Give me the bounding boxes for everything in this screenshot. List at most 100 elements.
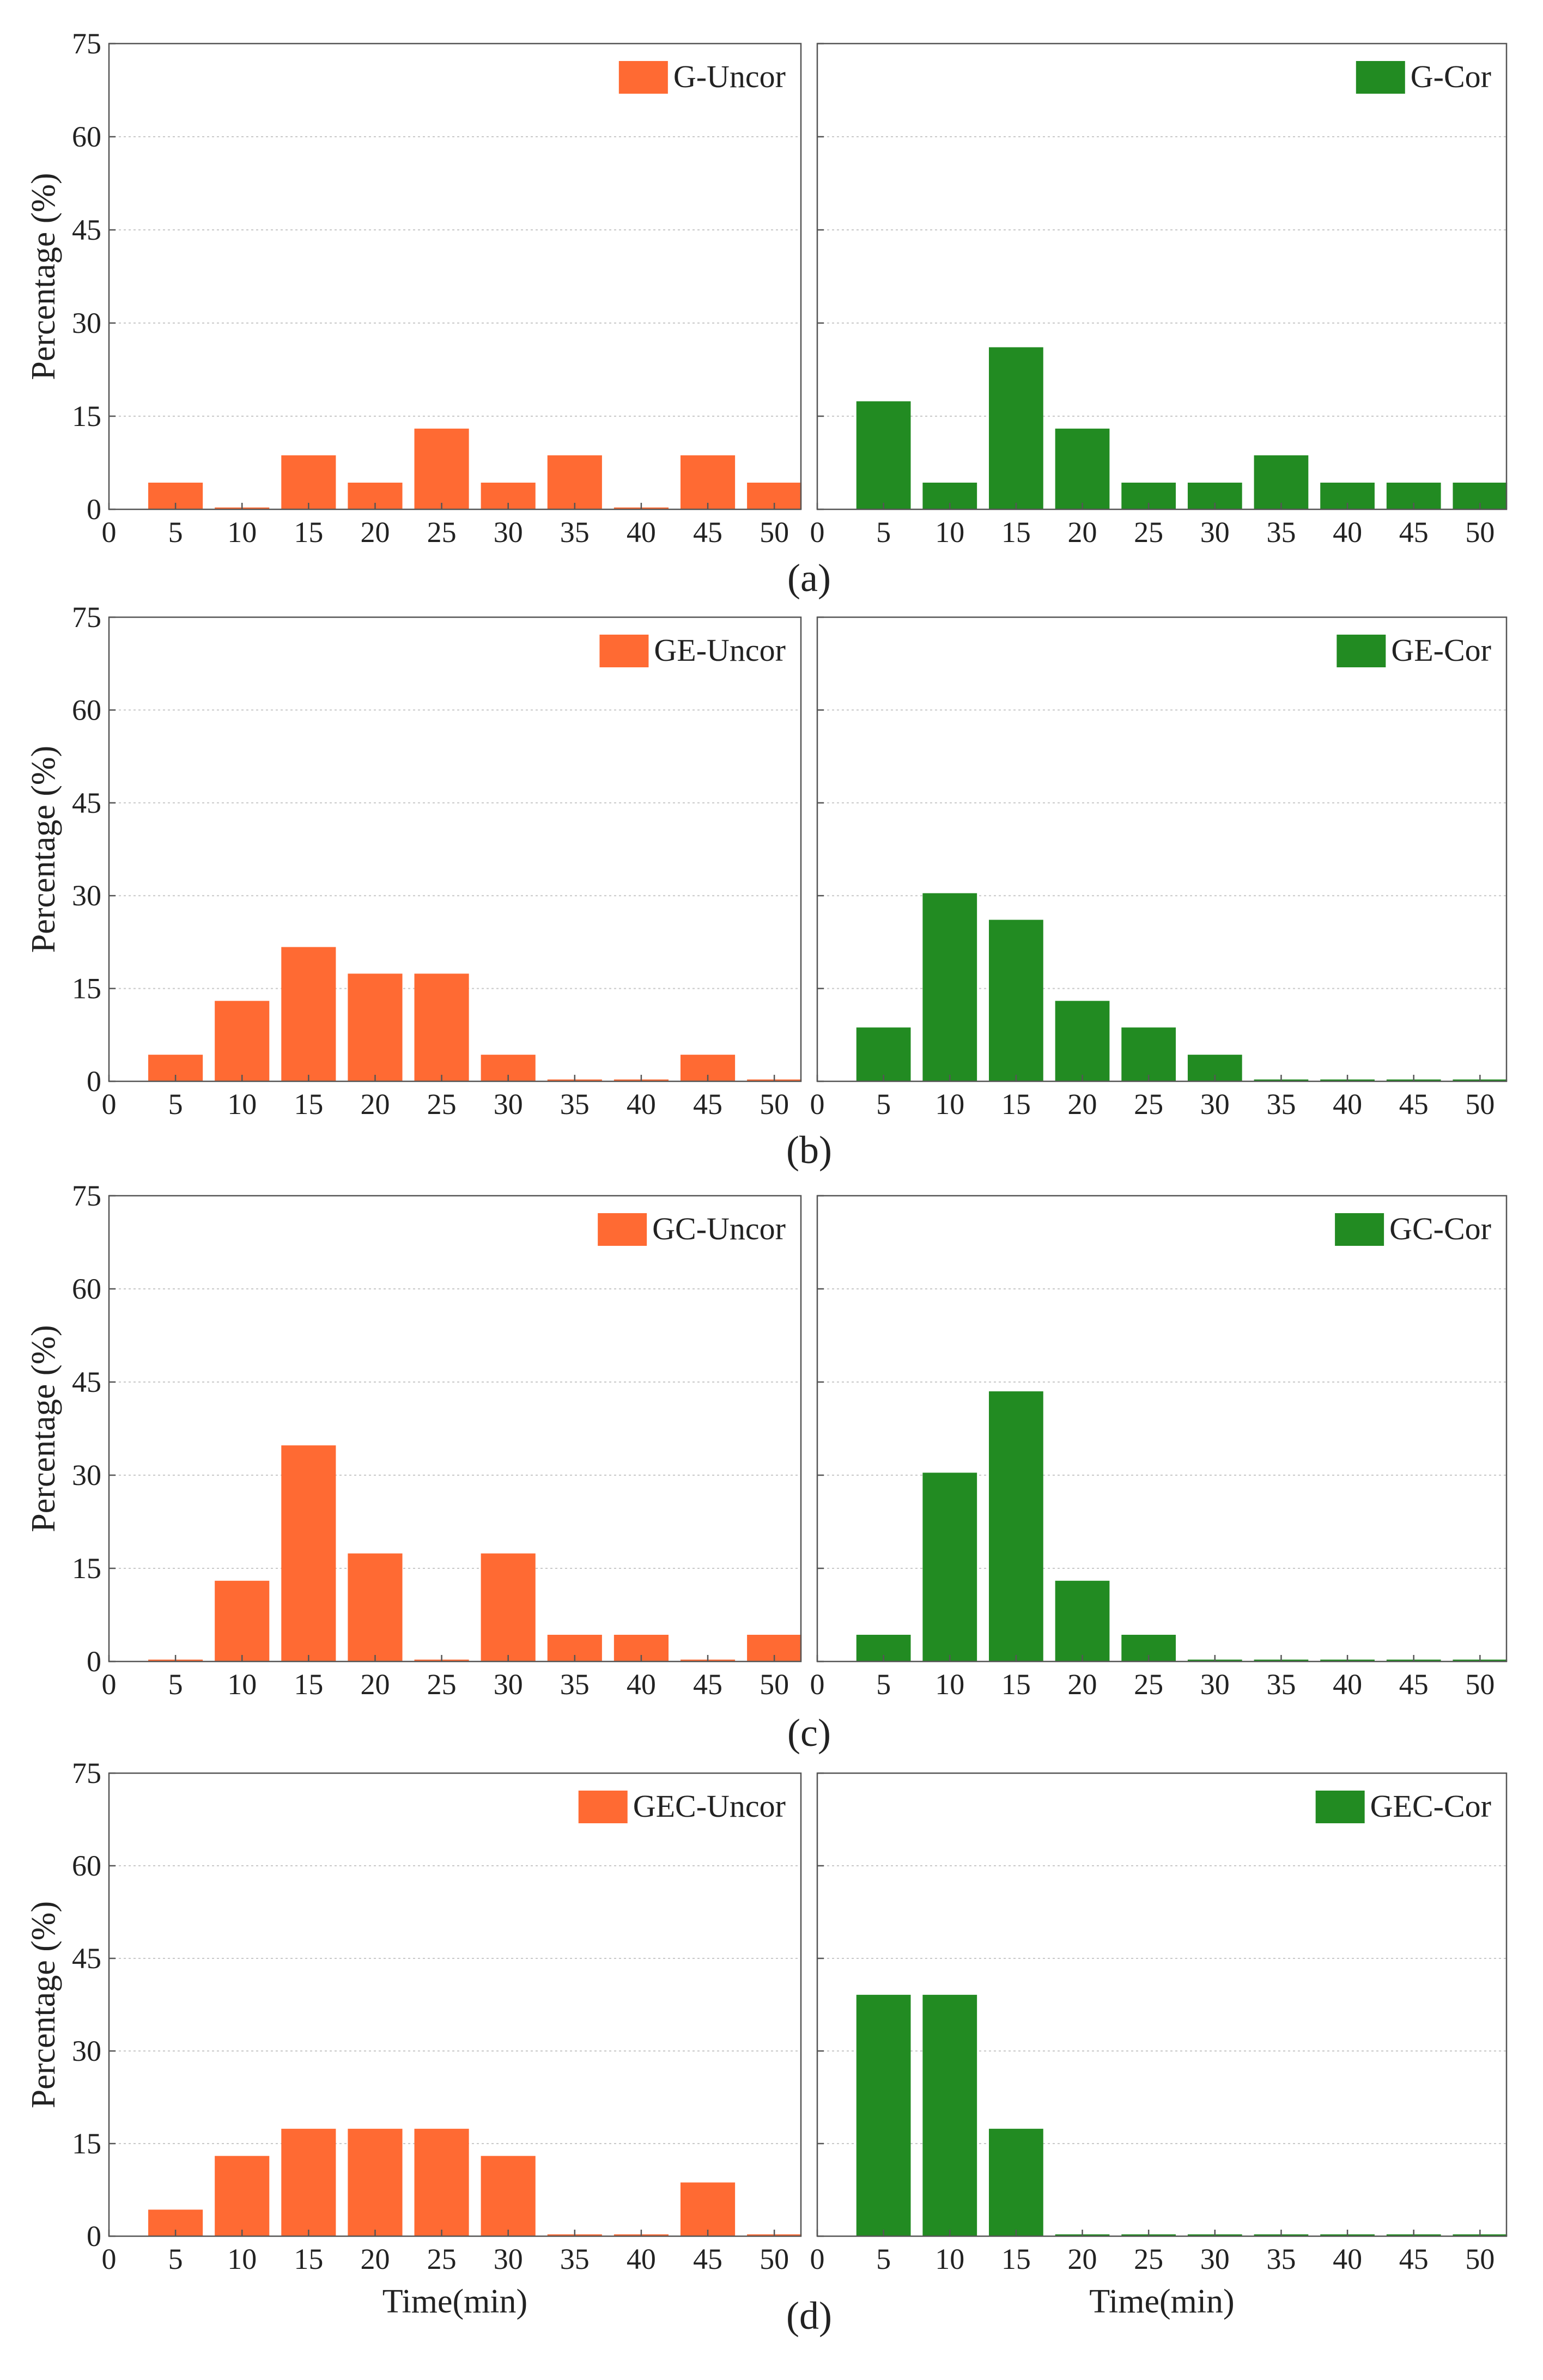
- ytick-label: 45: [72, 214, 101, 246]
- legend-swatch: [598, 1213, 647, 1246]
- bar-25min: [1121, 1027, 1176, 1081]
- ytick-label: 45: [72, 1366, 101, 1398]
- ytick-label: 75: [72, 1179, 101, 1212]
- xtick-label: 20: [1068, 1668, 1097, 1701]
- legend: GE-Cor: [1337, 632, 1491, 668]
- xtick-label: 35: [1266, 1668, 1296, 1701]
- ytick-label: 0: [87, 2220, 101, 2253]
- panel-label: (a): [787, 556, 831, 600]
- xtick-label: 25: [427, 2243, 457, 2275]
- xtick-label: 25: [1134, 1668, 1163, 1701]
- panel-label: (c): [787, 1711, 831, 1755]
- xtick-label: 40: [1333, 516, 1362, 549]
- bar-20min: [1055, 428, 1110, 509]
- xtick-label: 30: [494, 2243, 523, 2275]
- bar-20min: [1055, 1580, 1110, 1661]
- ytick-label: 45: [72, 787, 101, 819]
- chart-panel-ge-cor: 0 5 10 15 20 25 30 35 40 45 50 GE-Cor: [810, 616, 1508, 1121]
- legend-label: G-Cor: [1411, 59, 1491, 94]
- xtick-label: 20: [360, 1088, 390, 1121]
- legend: G-Uncor: [618, 59, 786, 94]
- bar-15min: [281, 2128, 336, 2236]
- bar-25min: [414, 428, 469, 509]
- ytick-label: 75: [72, 27, 101, 60]
- xtick-label: 0: [102, 1668, 117, 1701]
- xtick-label: 15: [1001, 1088, 1031, 1121]
- xtick-label: 35: [560, 516, 590, 549]
- xtick-label: 35: [560, 1088, 590, 1121]
- bar-25min: [414, 2128, 469, 2236]
- y-axis-label: Percentage (%): [25, 173, 62, 380]
- panel-label: (b): [786, 1128, 832, 1172]
- bar-5min: [856, 1027, 911, 1081]
- xtick-label: 35: [560, 1668, 590, 1701]
- xtick-label: 30: [1200, 1088, 1230, 1121]
- xtick-label: 10: [227, 2243, 257, 2275]
- xtick-label: 10: [935, 1088, 964, 1121]
- xtick-label: 10: [935, 1668, 964, 1701]
- axes-frame: [816, 616, 1508, 1082]
- chart-panel-g-cor: 0 5 10 15 20 25 30 35 40 45 50 G-Cor: [810, 42, 1508, 549]
- xtick-label: 20: [1068, 516, 1097, 549]
- xtick-label: 30: [494, 1088, 523, 1121]
- xtick-label: 30: [494, 1668, 523, 1701]
- xtick-label: 50: [1465, 516, 1495, 549]
- ytick-label: 30: [72, 1459, 101, 1492]
- bar-20min: [348, 973, 403, 1081]
- legend: GE-Uncor: [599, 632, 786, 668]
- xtick-label: 25: [427, 1668, 457, 1701]
- xtick-label: 45: [693, 1088, 722, 1121]
- xtick-label: 5: [168, 2243, 183, 2275]
- chart-panel-gec-uncor: 0 15 30 45 60 75 0 5 10 15 20 25 30 35 40 45 50 GEC-Uncor…: [25, 1757, 802, 2320]
- ytick-label: 30: [72, 879, 101, 912]
- bar-25min: [414, 973, 469, 1081]
- chart-panel-gec-cor: 0 5 10 15 20 25 30 35 40 45 50 GEC-Cor Time(min): [810, 1772, 1508, 2320]
- ytick-label: 75: [72, 1757, 101, 1789]
- bar-15min: [989, 347, 1043, 509]
- xtick-label: 0: [810, 2243, 825, 2275]
- axes-frame: [108, 1195, 802, 1663]
- legend-label: GEC-Cor: [1370, 1788, 1491, 1824]
- legend-label: G-Uncor: [673, 59, 786, 94]
- xtick-label: 45: [693, 1668, 722, 1701]
- legend: GC-Uncor: [598, 1211, 786, 1246]
- xtick-label: 50: [1465, 1668, 1495, 1701]
- bar-20min: [348, 2128, 403, 2236]
- xtick-label: 5: [876, 2243, 891, 2275]
- plot-area: [817, 44, 1506, 509]
- legend: GC-Cor: [1335, 1211, 1491, 1246]
- bar-35min: [1254, 455, 1309, 509]
- legend-label: GEC-Uncor: [633, 1788, 786, 1824]
- xtick-label: 15: [1001, 2243, 1031, 2275]
- xtick-label: 40: [627, 2243, 656, 2275]
- xtick-label: 30: [1200, 2243, 1230, 2275]
- xtick-label: 20: [360, 1668, 390, 1701]
- bar-45min: [680, 455, 736, 509]
- legend-swatch: [1337, 635, 1386, 667]
- xtick-label: 15: [294, 516, 323, 549]
- xtick-label: 45: [1399, 1668, 1429, 1701]
- xtick-label: 45: [693, 2243, 722, 2275]
- xtick-label: 25: [427, 516, 457, 549]
- xtick-label: 40: [627, 516, 656, 549]
- xtick-label: 50: [760, 1088, 789, 1121]
- xtick-label: 5: [876, 1088, 891, 1121]
- bar-15min: [281, 947, 336, 1081]
- plot-area: [109, 1196, 801, 1661]
- axes-frame: [108, 616, 802, 1082]
- ytick-label: 0: [87, 1645, 101, 1678]
- chart-panel-g-uncor: 0 15 30 45 60 75 0 5 10 15 20 25 30 35 40 45 50 G-Uncor Pe…: [25, 27, 802, 549]
- xtick-label: 15: [294, 1088, 323, 1121]
- ytick-label: 30: [72, 307, 101, 339]
- bar-45min: [680, 2182, 736, 2236]
- bar-20min: [1055, 1001, 1110, 1081]
- xtick-label: 45: [1399, 1088, 1429, 1121]
- chart-panel-gc-cor: 0 5 10 15 20 25 30 35 40 45 50 GC-Cor: [810, 1195, 1508, 1701]
- bar-10min: [922, 893, 977, 1081]
- chart-panel-gc-uncor: 0 15 30 45 60 75 0 5 10 15 20 25 30 35 40 45 50 GC-Uncor P…: [25, 1179, 802, 1701]
- xtick-label: 50: [1465, 1088, 1495, 1121]
- bar-15min: [989, 1391, 1043, 1661]
- bar-15min: [281, 1445, 336, 1661]
- bar-10min: [215, 2156, 270, 2236]
